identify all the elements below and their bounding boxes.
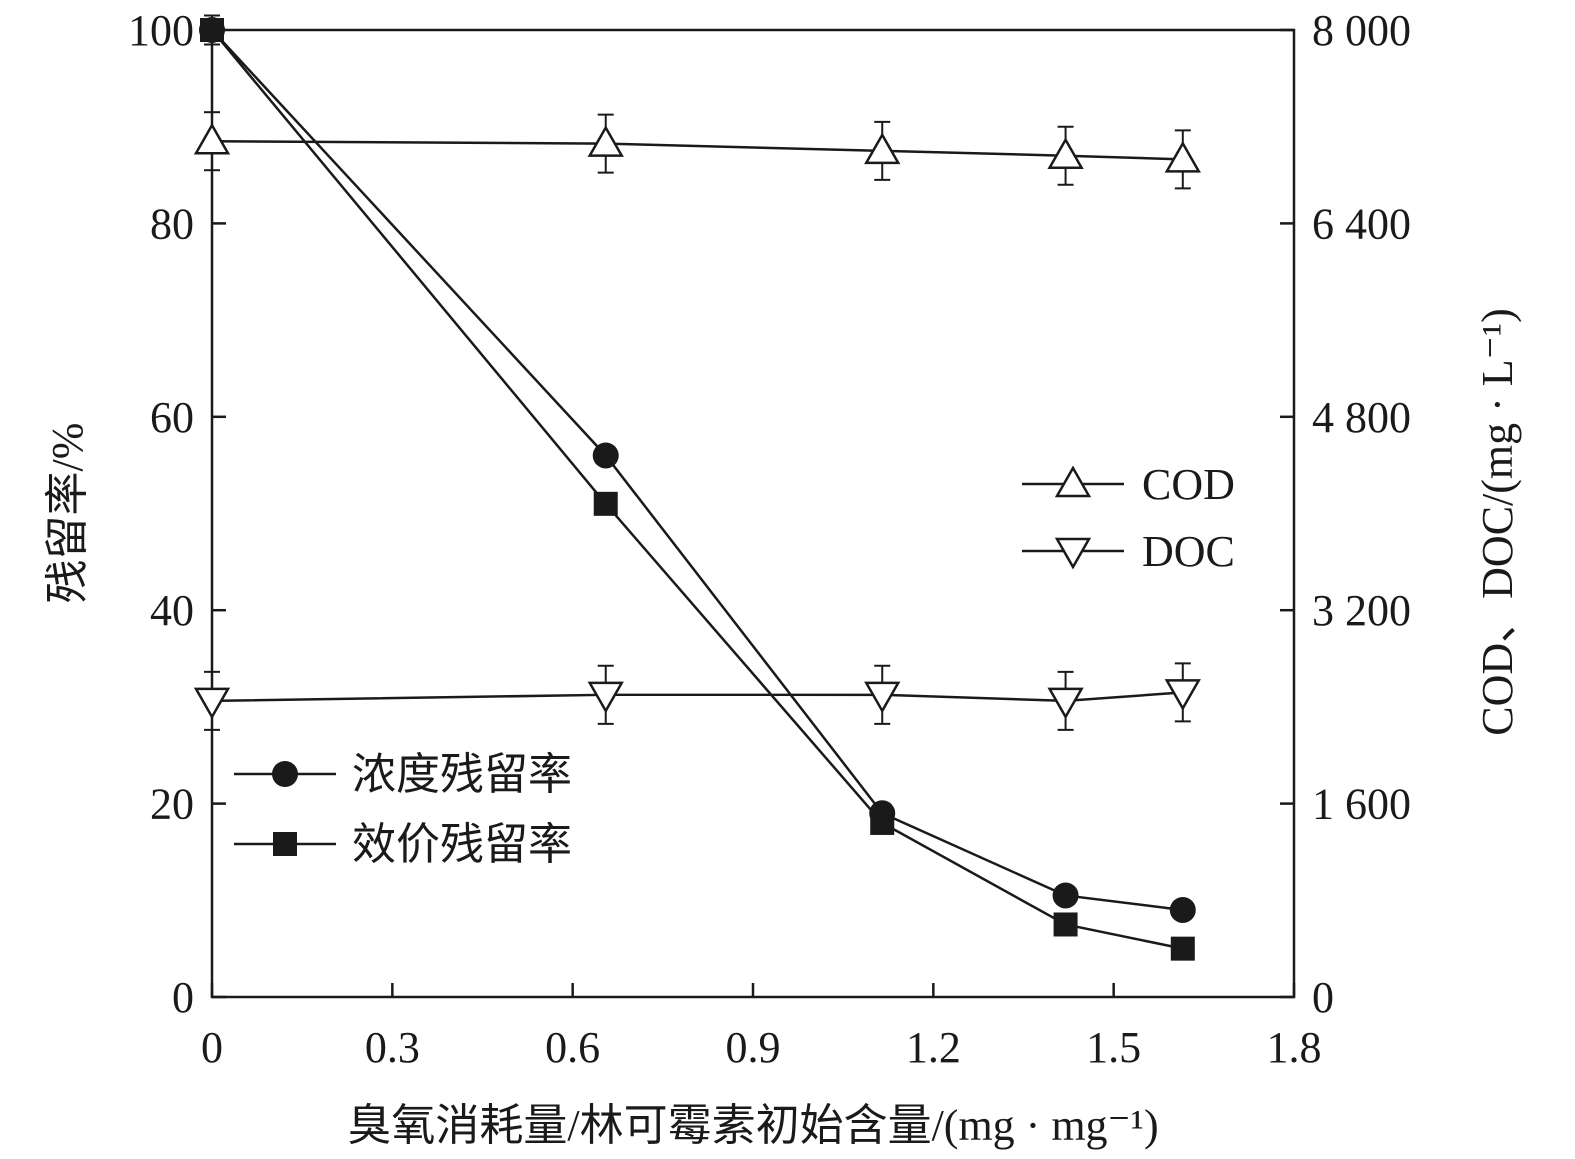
series-triangle-up — [193, 111, 1201, 190]
legend-label: 浓度残留率 — [352, 750, 572, 799]
left-y-tick-label: 60 — [150, 393, 194, 442]
data-point-circle — [1052, 882, 1079, 909]
legend-marker-triangle-down — [1054, 537, 1092, 570]
legend-item: COD — [1022, 460, 1235, 509]
left-y-tick-label: 20 — [150, 780, 194, 829]
series-line-triangle-up — [211, 139, 1183, 161]
x-tick-label: 1.8 — [1267, 1023, 1322, 1072]
legend-label: 效价残留率 — [352, 820, 572, 869]
right-y-tick-label: 1 600 — [1312, 780, 1411, 829]
series-circle — [199, 14, 1196, 923]
legend-label: DOC — [1142, 527, 1235, 576]
left-y-tick-label: 0 — [172, 973, 194, 1022]
left-y-axis-ticks: 0 20 40 60 80 100 — [128, 6, 226, 1022]
data-point-triangle-up — [1164, 140, 1201, 173]
data-point-triangle-down — [587, 681, 624, 714]
left-y-axis-title: 残留率/% — [43, 423, 92, 604]
data-point-square — [870, 810, 895, 835]
data-point-square — [1170, 936, 1195, 961]
data-point-square — [1053, 912, 1078, 937]
x-tick-label: 0.6 — [545, 1023, 600, 1072]
x-tick-label: 0 — [201, 1023, 223, 1072]
data-point-circle — [592, 442, 619, 469]
data-point-triangle-down — [193, 687, 231, 720]
left-y-tick-label: 100 — [128, 6, 194, 55]
legend-label: COD — [1142, 460, 1235, 509]
data-point-circle — [1169, 896, 1196, 923]
series-line-square — [211, 29, 1184, 950]
x-axis-ticks: 0 0.3 0.6 0.9 1.2 1.5 1.8 — [201, 983, 1322, 1072]
right-y-tick-label: 3 200 — [1312, 586, 1411, 635]
left-y-tick-label: 80 — [150, 199, 194, 248]
right-y-tick-label: 8 000 — [1312, 6, 1411, 55]
series-layer — [193, 14, 1201, 961]
legend-item: 效价残留率 — [234, 820, 572, 869]
series-line-triangle-down — [211, 691, 1183, 703]
series-triangle-down — [193, 662, 1201, 731]
legend-item: 浓度残留率 — [234, 750, 572, 799]
data-point-triangle-down — [864, 681, 901, 714]
legend-marker-triangle-up — [1054, 465, 1092, 498]
legend-marker-square — [273, 832, 297, 856]
data-point-triangle-down — [1047, 687, 1084, 720]
data-point-square — [200, 18, 224, 42]
data-point-triangle-up — [864, 132, 901, 165]
data-point-square — [593, 491, 618, 516]
right-y-tick-label: 0 — [1312, 973, 1334, 1022]
right-y-tick-label: 4 800 — [1312, 393, 1411, 442]
right-y-axis-title: COD、DOC/(mg · L⁻¹) — [1473, 308, 1522, 736]
data-point-triangle-up — [193, 122, 231, 155]
x-axis-title: 臭氧消耗量/林可霉素初始含量/(mg · mg⁻¹) — [347, 1101, 1158, 1150]
right-y-tick-label: 6 400 — [1312, 199, 1411, 248]
data-point-triangle-up — [587, 125, 624, 157]
series-square — [200, 18, 1195, 961]
x-tick-label: 1.5 — [1086, 1023, 1141, 1072]
x-tick-label: 0.3 — [365, 1023, 420, 1072]
legend-item: DOC — [1022, 527, 1235, 576]
x-tick-label: 1.2 — [906, 1023, 961, 1072]
x-tick-label: 0.9 — [726, 1023, 781, 1072]
legend-marker-circle — [272, 761, 298, 787]
left-y-tick-label: 40 — [150, 586, 194, 635]
data-point-triangle-down — [1164, 679, 1201, 711]
data-point-triangle-up — [1047, 137, 1084, 169]
right-y-axis-ticks: 0 1 600 3 200 4 800 6 400 8 000 — [1280, 6, 1411, 1022]
